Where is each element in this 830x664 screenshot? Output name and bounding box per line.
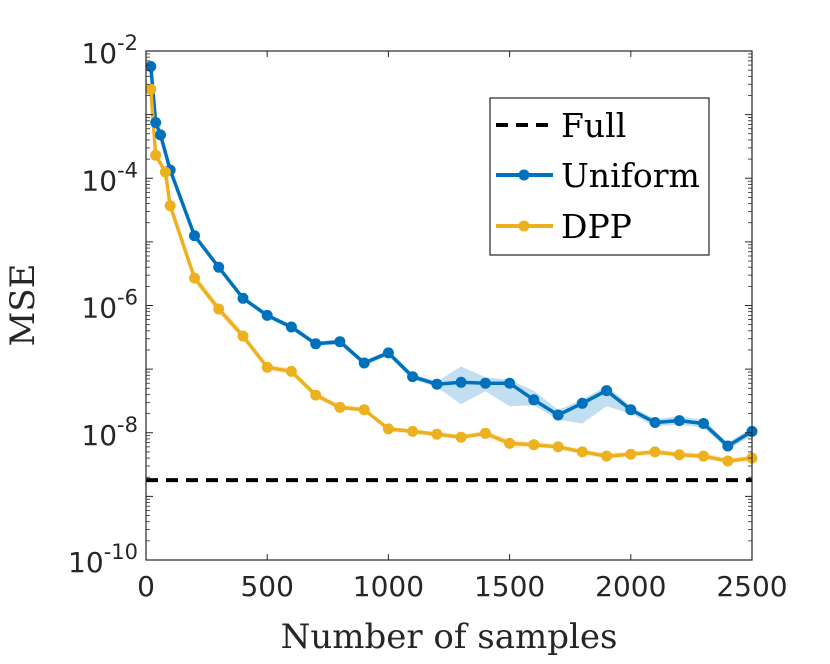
marker-dpp-100 xyxy=(164,200,176,212)
marker-dpp-1100 xyxy=(407,425,419,437)
y-axis-label: MSE xyxy=(3,264,43,347)
marker-uniform-500 xyxy=(261,309,273,321)
y-tick-label--4: 10-4 xyxy=(81,158,138,197)
y-tick-labels: 10-2 10-4 10-6 10-8 10-10 xyxy=(68,31,138,579)
marker-dpp-1900 xyxy=(601,450,613,462)
marker-dpp-500 xyxy=(261,361,273,373)
marker-uniform-400 xyxy=(237,292,249,304)
marker-uniform-200 xyxy=(189,230,200,242)
marker-dpp-1000 xyxy=(382,423,394,435)
marker-uniform-1000 xyxy=(382,347,394,359)
marker-dpp-40 xyxy=(150,149,162,161)
marker-dpp-1400 xyxy=(479,427,491,439)
marker-uniform-700 xyxy=(310,338,322,350)
series-markers xyxy=(145,61,758,467)
x-tick-label-1500: 1500 xyxy=(474,570,545,603)
marker-uniform-20 xyxy=(145,61,157,72)
confidence-bands xyxy=(150,64,753,464)
plot-axes xyxy=(145,50,753,561)
x-tick-label-500: 500 xyxy=(240,570,293,603)
y-tick-label--10: 10-10 xyxy=(68,540,138,579)
y-tick-label--8: 10-8 xyxy=(81,413,138,452)
marker-uniform-2100 xyxy=(649,417,661,428)
marker-dpp-1200 xyxy=(431,428,443,440)
x-tick-labels: 0 500 1000 1500 2000 2500 xyxy=(137,570,788,603)
marker-uniform-1700 xyxy=(552,409,564,421)
y-tick-label--2: 10-2 xyxy=(81,31,138,70)
marker-uniform-2400 xyxy=(722,440,734,452)
marker-dpp-700 xyxy=(310,389,322,401)
marker-dpp-1700 xyxy=(552,441,564,453)
marker-uniform-1800 xyxy=(576,397,588,409)
band-uniform xyxy=(150,64,753,450)
marker-uniform-1300 xyxy=(455,376,467,388)
legend-uniform-label: Uniform xyxy=(561,156,700,195)
marker-uniform-900 xyxy=(358,357,370,369)
marker-uniform-1100 xyxy=(407,371,419,383)
marker-uniform-600 xyxy=(285,321,297,333)
marker-dpp-300 xyxy=(213,303,225,315)
marker-dpp-900 xyxy=(358,404,370,416)
series-line-uniform xyxy=(149,66,753,448)
legend-full-label: Full xyxy=(561,106,626,145)
marker-dpp-20 xyxy=(145,83,157,95)
marker-uniform-60 xyxy=(155,129,166,141)
marker-dpp-80 xyxy=(159,166,171,178)
legend-uniform-marker xyxy=(518,169,530,181)
x-axis-label: Number of samples xyxy=(281,617,618,657)
marker-dpp-2000 xyxy=(625,448,637,460)
marker-dpp-400 xyxy=(237,330,249,342)
marker-uniform-1500 xyxy=(504,377,516,389)
marker-dpp-1500 xyxy=(504,437,516,449)
marker-dpp-200 xyxy=(189,272,200,284)
marker-dpp-1800 xyxy=(576,446,588,458)
marker-uniform-800 xyxy=(334,336,346,348)
marker-uniform-1900 xyxy=(601,385,613,397)
marker-uniform-1600 xyxy=(528,394,540,406)
marker-uniform-1200 xyxy=(431,378,443,390)
marker-dpp-1600 xyxy=(528,439,540,451)
legend-dpp-label: DPP xyxy=(561,207,632,246)
marker-dpp-2200 xyxy=(673,449,685,461)
x-tick-label-2000: 2000 xyxy=(595,570,666,603)
legend-dpp-marker xyxy=(518,220,530,232)
legend: Full Uniform DPP xyxy=(489,97,710,256)
marker-dpp-2400 xyxy=(722,455,734,467)
marker-uniform-40 xyxy=(150,117,162,129)
marker-dpp-2300 xyxy=(698,450,709,462)
series-line-dpp xyxy=(149,89,753,463)
marker-uniform-2200 xyxy=(673,415,685,427)
marker-uniform-2000 xyxy=(625,404,637,416)
y-tick-label--6: 10-6 xyxy=(81,286,138,325)
x-tick-label-1000: 1000 xyxy=(353,570,424,603)
marker-dpp-2100 xyxy=(649,446,661,458)
marker-dpp-800 xyxy=(334,401,346,413)
x-tick-label-0: 0 xyxy=(137,570,155,603)
marker-dpp-1300 xyxy=(455,431,467,443)
marker-dpp-600 xyxy=(285,365,297,377)
x-tick-label-2500: 2500 xyxy=(716,570,787,603)
marker-uniform-2300 xyxy=(698,418,709,429)
series-lines xyxy=(149,66,753,463)
marker-uniform-1400 xyxy=(479,377,491,389)
marker-uniform-300 xyxy=(213,261,225,273)
